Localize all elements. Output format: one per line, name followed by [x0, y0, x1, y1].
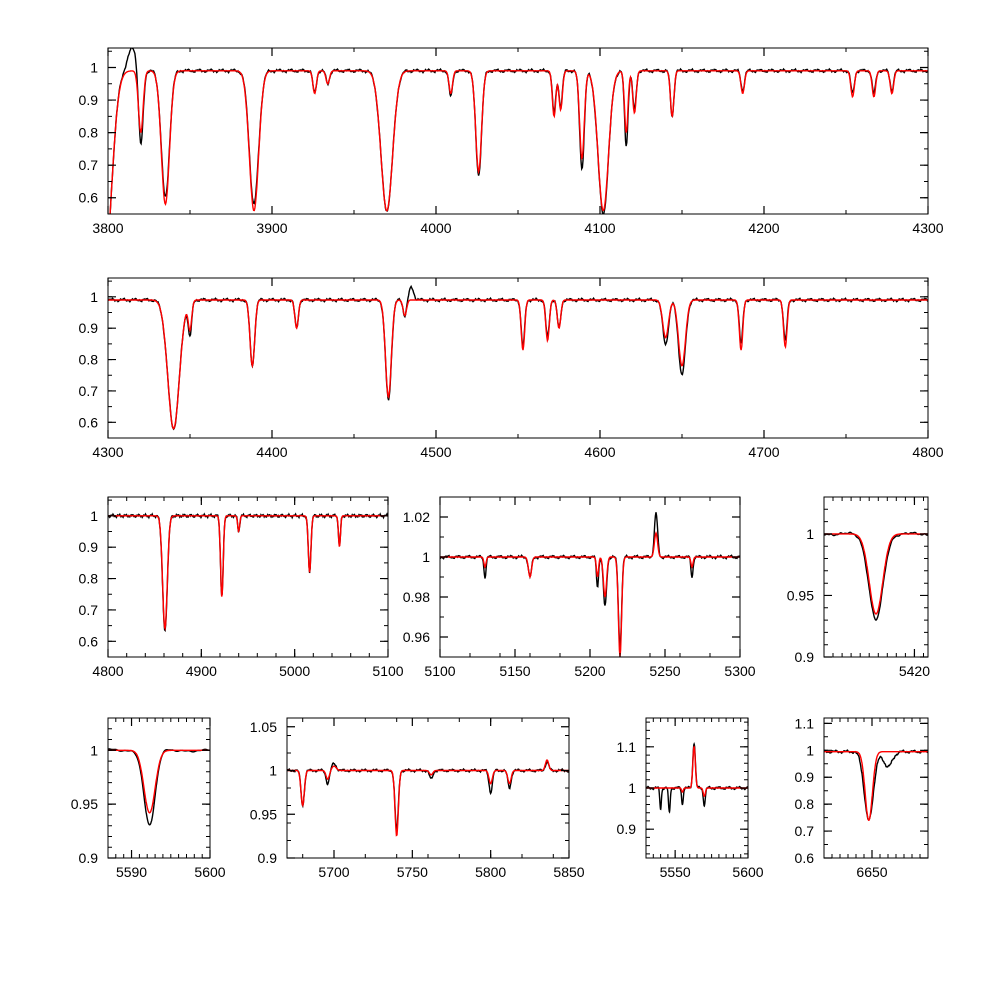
- spectrum-panel-3: 4800 4900 5000 5100 0.6 0.7 0.8 0.9 1: [79, 496, 404, 679]
- y-tick-label: 1: [90, 508, 98, 524]
- x-tick-label: 4700: [748, 444, 779, 460]
- observed-spectrum-line: [824, 531, 928, 621]
- x-tick-label: 6650: [856, 864, 887, 880]
- y-tick-label: 0.98: [403, 589, 430, 605]
- x-tick-label: 5600: [732, 864, 763, 880]
- spectrum-panel-4: 5100 5150 5200 5250 5300 0.96 0.98 1 1.02: [403, 496, 756, 679]
- x-tick-label: 5700: [318, 864, 349, 880]
- x-tick-label: 4600: [584, 444, 615, 460]
- x-tick-label: 5750: [397, 864, 428, 880]
- y-tick-label: 0.8: [79, 571, 99, 587]
- y-tick-label: 1: [422, 549, 430, 565]
- x-tick-label: 4500: [420, 444, 451, 460]
- y-tick-label: 0.95: [787, 587, 814, 603]
- spectrum-panel-1: 3800 3900 4000 4100 4200 4300 0.6 0.7 0.8 0.9 1: [79, 47, 944, 236]
- x-tick-label: 5250: [649, 663, 680, 679]
- panel-frame: [107, 717, 211, 859]
- y-tick-label: 0.9: [795, 649, 815, 665]
- y-tick-label: 0.9: [258, 850, 278, 866]
- model-spectrum-line: [824, 533, 928, 615]
- y-tick-label: 0.7: [79, 602, 99, 618]
- x-tick-label: 4900: [186, 663, 217, 679]
- y-tick-label: 0.7: [79, 383, 99, 399]
- model-spectrum-line: [108, 749, 210, 814]
- x-tick-label: 5590: [116, 864, 147, 880]
- x-tick-label: 5300: [724, 663, 755, 679]
- y-tick-label: 0.96: [403, 629, 430, 645]
- panel-frame: [107, 496, 389, 658]
- spectrum-panel-6: 5590 5600 0.9 0.95 1: [71, 717, 226, 880]
- y-tick-label: 1.02: [403, 509, 430, 525]
- y-tick-label: 0.7: [79, 157, 99, 173]
- spectrum-panel-8: 5550 5600 0.9 1 1.1: [617, 717, 764, 880]
- y-tick-label: 1: [90, 742, 98, 758]
- model-spectrum-line: [108, 299, 928, 430]
- y-tick-label: 0.95: [250, 806, 277, 822]
- y-tick-label: 1.1: [795, 715, 815, 731]
- model-spectrum-line: [109, 70, 928, 214]
- x-tick-label: 3800: [92, 220, 123, 236]
- x-tick-label: 5000: [279, 663, 310, 679]
- x-tick-label: 5150: [499, 663, 530, 679]
- x-tick-label: 4000: [420, 220, 451, 236]
- model-spectrum-line: [646, 745, 748, 797]
- panel-frame: [823, 496, 929, 658]
- y-tick-label: 0.7: [795, 823, 815, 839]
- model-spectrum-line: [824, 751, 928, 821]
- y-tick-label: 0.9: [617, 821, 637, 837]
- y-tick-label: 0.9: [79, 850, 99, 866]
- y-tick-label: 0.6: [79, 414, 99, 430]
- y-tick-label: 0.6: [795, 850, 815, 866]
- y-tick-label: 0.8: [79, 125, 99, 141]
- x-tick-label: 5850: [553, 864, 584, 880]
- y-tick-label: 0.6: [79, 190, 99, 206]
- y-tick-label: 1: [628, 780, 636, 796]
- x-tick-label: 5200: [574, 663, 605, 679]
- y-tick-label: 1: [806, 742, 814, 758]
- x-tick-label: 5100: [372, 663, 403, 679]
- x-tick-label: 4200: [748, 220, 779, 236]
- x-tick-label: 4800: [912, 444, 943, 460]
- x-tick-label: 4400: [256, 444, 287, 460]
- spectrum-panel-9: 6650 0.6 0.7 0.8 0.9 1 1.1: [795, 715, 929, 880]
- model-spectrum-line: [440, 531, 740, 657]
- y-tick-label: 0.6: [79, 633, 99, 649]
- y-tick-label: 1: [806, 526, 814, 542]
- y-tick-label: 1.1: [617, 739, 637, 755]
- spectrum-panel-7: 5700 5750 5800 5850 0.9 0.95 1 1.05: [250, 717, 585, 880]
- y-tick-label: 1: [269, 763, 277, 779]
- x-tick-label: 4300: [912, 220, 943, 236]
- x-tick-label: 5100: [424, 663, 455, 679]
- x-tick-label: 5550: [660, 864, 691, 880]
- y-tick-label: 1: [90, 289, 98, 305]
- x-tick-label: 3900: [256, 220, 287, 236]
- x-tick-label: 5600: [194, 864, 225, 880]
- y-tick-label: 0.9: [795, 769, 815, 785]
- x-tick-label: 5800: [475, 864, 506, 880]
- model-spectrum-line: [287, 759, 569, 837]
- x-tick-label: 4300: [92, 444, 123, 460]
- spectrum-panel-5: 5420 0.9 0.95 1: [787, 496, 930, 679]
- x-tick-label: 4800: [92, 663, 123, 679]
- x-tick-label: 5420: [899, 663, 930, 679]
- panel-frame: [823, 717, 929, 859]
- y-tick-label: 1: [90, 60, 98, 76]
- y-tick-label: 0.95: [71, 796, 98, 812]
- y-tick-label: 0.9: [79, 320, 99, 336]
- y-tick-label: 0.8: [79, 352, 99, 368]
- y-tick-label: 1.05: [250, 719, 277, 735]
- model-spectrum-line: [108, 515, 388, 632]
- y-tick-label: 0.9: [79, 92, 99, 108]
- x-tick-label: 4100: [584, 220, 615, 236]
- y-tick-label: 0.8: [795, 796, 815, 812]
- y-tick-label: 0.9: [79, 539, 99, 555]
- spectrum-panel-2: 4300 4400 4500 4600 4700 4800 0.6 0.7 0.8 0.9 1: [79, 277, 944, 460]
